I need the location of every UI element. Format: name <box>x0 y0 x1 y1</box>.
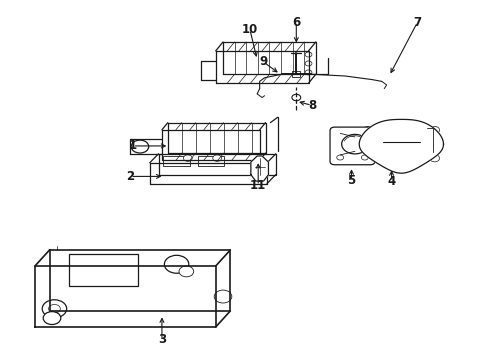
Text: 3: 3 <box>158 333 166 346</box>
Circle shape <box>305 52 312 57</box>
Text: 1: 1 <box>128 139 137 152</box>
Bar <box>163 156 190 166</box>
Circle shape <box>49 305 60 313</box>
Circle shape <box>42 300 67 318</box>
Text: 11: 11 <box>250 179 267 192</box>
Circle shape <box>379 127 419 157</box>
Text: 2: 2 <box>126 170 134 183</box>
Bar <box>293 71 300 77</box>
Polygon shape <box>251 156 269 181</box>
Circle shape <box>213 155 221 161</box>
Circle shape <box>430 155 440 162</box>
Text: 10: 10 <box>242 23 258 36</box>
FancyBboxPatch shape <box>330 127 375 165</box>
Text: 9: 9 <box>259 55 267 68</box>
Circle shape <box>214 290 232 303</box>
Circle shape <box>389 135 409 150</box>
Text: 8: 8 <box>308 99 316 112</box>
Circle shape <box>131 140 149 153</box>
Bar <box>69 253 138 286</box>
Circle shape <box>363 155 373 162</box>
Circle shape <box>305 61 312 66</box>
Circle shape <box>362 155 368 160</box>
Circle shape <box>183 155 192 161</box>
Circle shape <box>342 134 368 154</box>
Circle shape <box>164 255 189 273</box>
Circle shape <box>305 70 312 75</box>
Circle shape <box>363 126 373 134</box>
Text: 5: 5 <box>347 174 356 187</box>
Text: 4: 4 <box>388 175 396 188</box>
Circle shape <box>179 266 194 277</box>
Circle shape <box>292 94 301 101</box>
Circle shape <box>430 126 440 134</box>
Text: 6: 6 <box>292 16 300 29</box>
Text: 7: 7 <box>414 16 421 29</box>
Bar <box>197 156 224 166</box>
Circle shape <box>43 312 61 324</box>
Polygon shape <box>359 120 443 173</box>
Circle shape <box>337 155 343 160</box>
